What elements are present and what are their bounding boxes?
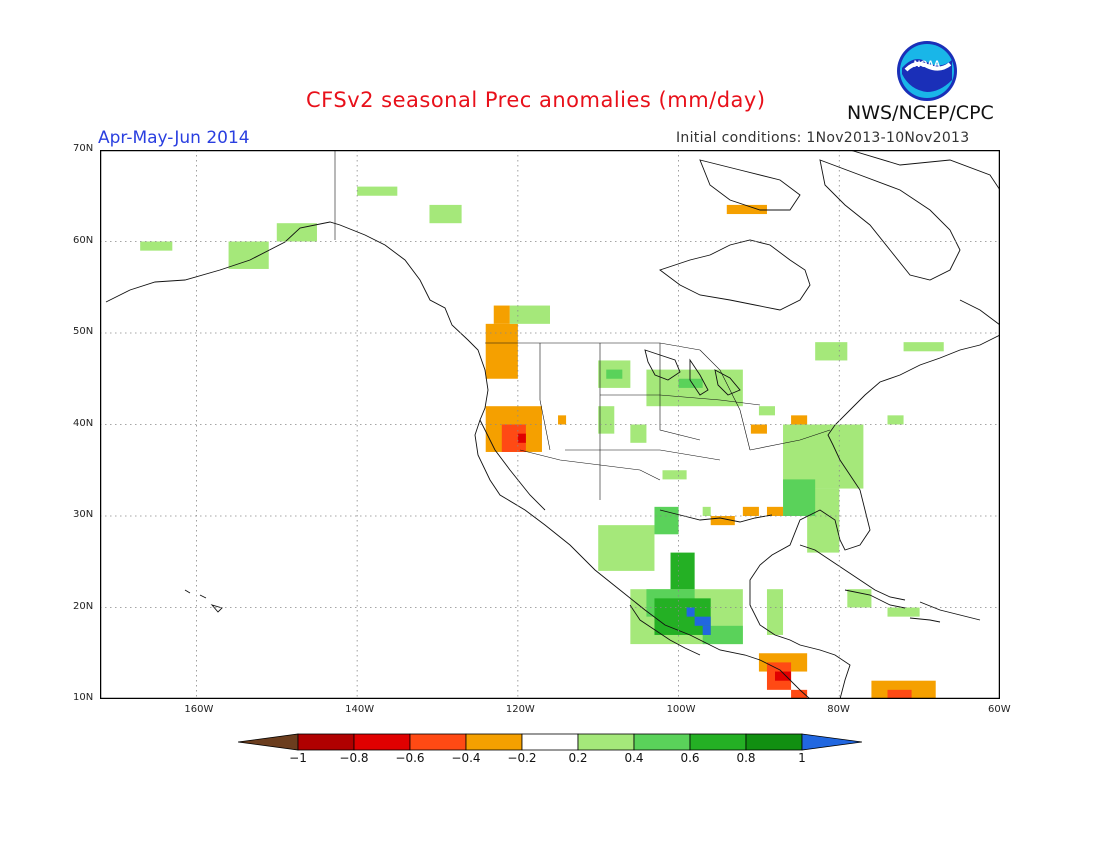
lon-label: 80W [827,704,850,715]
lon-label: 100W [666,704,696,715]
anomaly-cell [654,506,679,535]
anomaly-cell [791,689,808,699]
anomaly-cell [429,204,462,224]
anomaly-cell [493,305,510,324]
colorbar-box [689,733,747,751]
colorbar-tick-label: −1 [289,751,307,765]
anomaly-cell [783,479,816,516]
anomaly-cell [509,305,550,324]
anomaly-map [100,150,1000,699]
anomaly-cell [670,552,695,590]
colorbar-tick-label: 0.6 [680,751,700,765]
anomaly-cell [903,342,944,352]
colorbar-upper-triangle [801,733,862,751]
anomaly-cell [598,525,655,571]
anomaly-cell [887,415,904,425]
anomaly-cell [606,369,623,379]
anomaly-cell [678,378,703,388]
anomaly-cell [847,589,872,608]
map-frame [100,150,1000,699]
anomaly-cell [726,204,767,215]
anomaly-cell [783,424,864,489]
anomaly-cell [815,342,848,361]
anomaly-cell [702,625,711,635]
colorbar-tick-label: 0.2 [568,751,588,765]
lon-label: 160W [184,704,214,715]
lat-label: 10N [73,692,94,703]
organization-label: NWS/NCEP/CPC [847,102,994,124]
anomaly-cell [766,506,784,516]
anomaly-cell [758,406,775,416]
colorbar-box [297,733,355,751]
chart-title: CFSv2 seasonal Prec anomalies (mm/day) [306,88,766,112]
colorbar-tick-label: −0.6 [395,751,425,765]
lat-label: 40N [73,417,94,429]
colorbar-box [465,733,523,751]
lon-label: 60W [988,704,1011,715]
anomaly-cell [702,506,711,516]
political-boundaries [334,150,831,500]
anomaly-cell [140,241,173,251]
anomaly-cell [750,424,767,434]
season-label: Apr-May-Jun 2014 [98,128,250,148]
anomaly-cell [686,607,695,617]
anomaly-cell [276,223,317,242]
colorbar-box [633,733,691,751]
anomaly-cell [228,241,269,269]
lat-label: 60N [73,234,94,246]
anomaly-cell [702,625,743,645]
anomaly-cell [646,369,743,407]
anomaly-cell [630,424,647,443]
coastlines [105,150,1000,699]
anomaly-cell [710,516,735,526]
anomaly-cell [662,470,687,480]
initial-conditions-label: Initial conditions: 1Nov2013-10Nov2013 [676,130,970,146]
colorbar [238,733,862,751]
colorbar-box [745,733,803,751]
lon-label: 140W [345,704,375,715]
lat-label: 50N [73,326,94,337]
colorbar-box [409,733,467,751]
lon-label: 120W [505,704,535,715]
colorbar-box [577,733,635,751]
anomaly-cell [887,689,912,699]
anomaly-cell [791,415,808,425]
colorbar-box [521,733,579,751]
lat-label: 30N [73,509,94,520]
noaa-logo: NOAA [896,40,958,102]
colorbar-tick-label: −0.4 [451,751,481,765]
lat-label: 20N [73,600,94,612]
anomaly-cell [766,589,784,635]
anomaly-cell [485,323,518,379]
colorbar-tick-label: 0.4 [624,751,644,765]
anomaly-cell [357,186,398,196]
logo-text: NOAA [914,59,941,69]
anomaly-cell [598,406,615,434]
anomaly-cell [775,671,792,681]
colorbar-box [353,733,411,751]
anomaly-cells [140,186,944,699]
colorbar-tick-label: 0.8 [736,751,756,765]
grid-lines [100,150,1000,699]
anomaly-cell [558,415,567,425]
colorbar-tick-label: −0.2 [507,751,537,765]
anomaly-cell [887,607,920,617]
anomaly-cell [694,616,711,626]
colorbar-lower-triangle [238,733,299,751]
colorbar-tick-label: −0.8 [339,751,369,765]
lat-label: 70N [73,143,94,154]
colorbar-tick-label: 1 [798,751,806,765]
anomaly-cell [517,433,526,443]
anomaly-cell [742,506,759,516]
